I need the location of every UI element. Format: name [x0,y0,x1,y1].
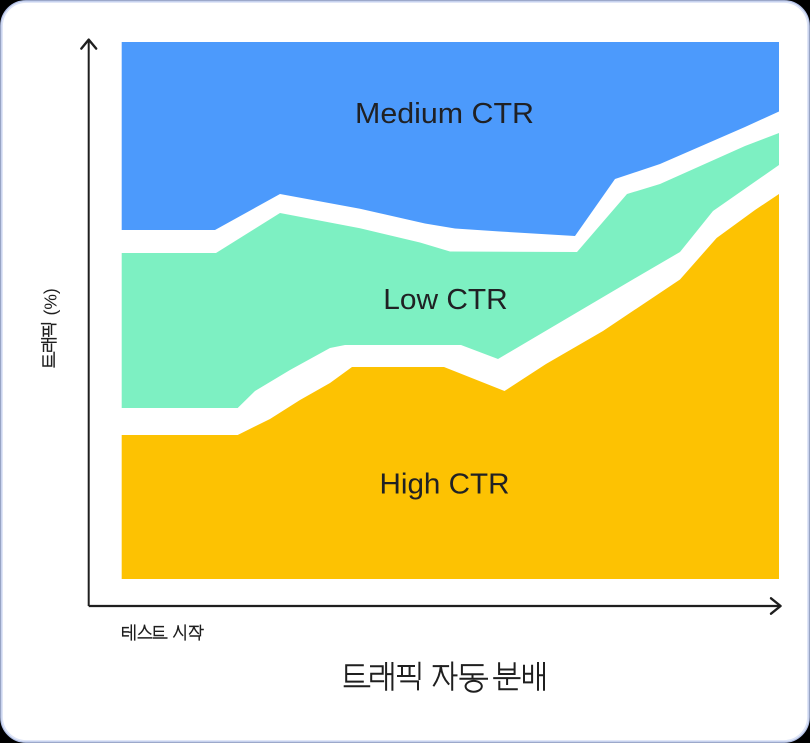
svg-text:Medium CTR: Medium CTR [355,98,534,130]
svg-text:(%): (%) [40,288,60,315]
svg-text:Low CTR: Low CTR [383,284,508,316]
svg-text:High CTR: High CTR [380,469,510,501]
